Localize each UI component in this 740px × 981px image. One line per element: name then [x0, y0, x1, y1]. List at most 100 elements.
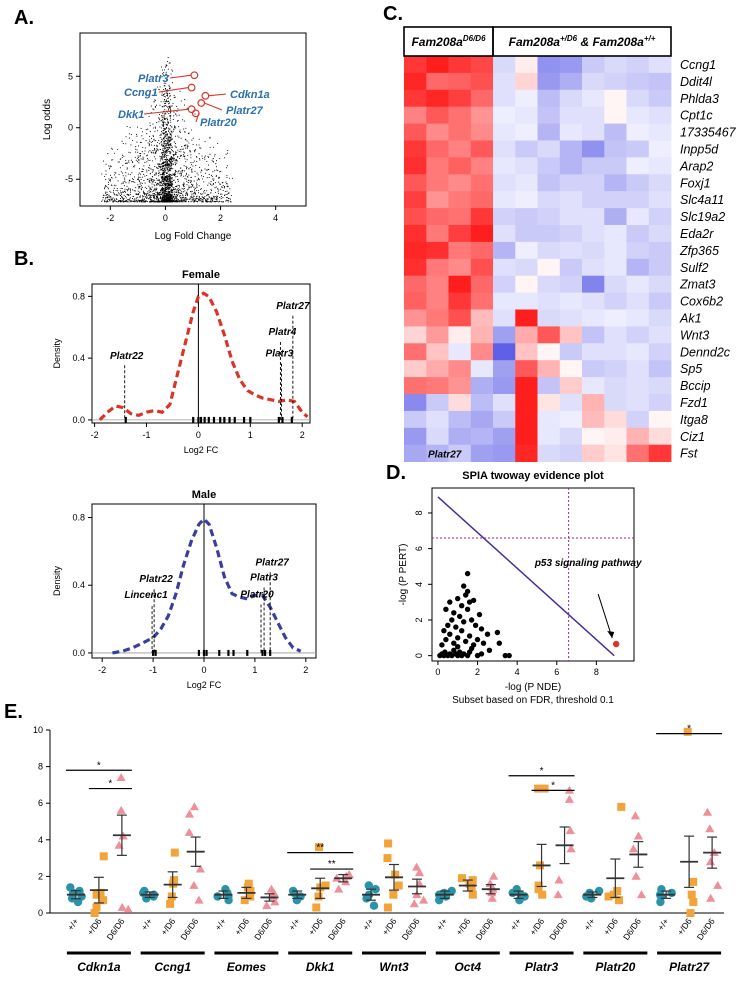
gene-label: Ccng1 — [154, 960, 191, 974]
gene-point — [159, 126, 161, 128]
gene-point — [125, 136, 127, 138]
gene-label: Cdkn1a — [77, 960, 121, 974]
gene-point — [201, 198, 203, 200]
gene-point — [149, 195, 151, 197]
gene-point — [170, 157, 172, 159]
heatmap-cell — [626, 174, 650, 192]
gene-point — [191, 168, 193, 170]
gene-point — [164, 175, 166, 178]
gene-point — [142, 168, 144, 171]
highlighted-pathway-label-text: p53 signaling pathway — [534, 558, 642, 569]
gene-point — [115, 201, 117, 203]
gene-label: Oct4 — [454, 960, 481, 974]
gene-point — [162, 169, 164, 172]
group-label: +/+ — [213, 916, 228, 932]
gene-point — [193, 186, 195, 188]
gene-point — [165, 130, 168, 133]
gene-point — [118, 173, 120, 175]
gene-point — [163, 94, 165, 96]
heatmap-cell — [582, 343, 605, 361]
gene-point — [203, 181, 205, 183]
y-tick-label: 6 — [38, 798, 43, 808]
heatmap-cell — [604, 360, 627, 378]
gene-point — [169, 112, 172, 114]
data-point — [683, 727, 692, 736]
gene-point — [165, 137, 167, 139]
gene-point — [123, 190, 125, 192]
pathway-point — [486, 647, 493, 653]
gene-point — [154, 130, 156, 132]
heatmap-cell — [537, 225, 561, 243]
heatmap-cell — [648, 275, 672, 293]
pathway-point — [459, 628, 465, 634]
gene-point — [159, 143, 161, 145]
gene-point — [182, 191, 185, 193]
group-label-gene: & Fam208a — [577, 35, 644, 49]
data-point — [458, 874, 466, 883]
gene-point — [168, 106, 171, 108]
gene-point — [117, 194, 119, 196]
gene-point — [208, 168, 210, 170]
heatmap-cell — [559, 174, 583, 192]
gene-point — [133, 200, 135, 202]
gene-point — [161, 92, 163, 94]
data-point — [90, 909, 99, 917]
x-tick-label: 4 — [273, 213, 278, 223]
gene-point — [164, 145, 167, 147]
data-point — [262, 901, 272, 910]
gene-point — [179, 90, 181, 92]
gene-point — [199, 193, 202, 195]
heatmap-cell — [470, 394, 494, 412]
heatmap-cell — [559, 275, 583, 293]
gene-point — [177, 155, 179, 158]
heatmap-cell — [448, 394, 472, 412]
y-tick-label: 0.0 — [72, 415, 85, 425]
gene-point — [168, 165, 170, 167]
gene-point — [172, 151, 175, 153]
gene-point — [152, 127, 154, 129]
gene-point — [168, 201, 170, 203]
data-point — [613, 887, 622, 895]
gene-point — [216, 197, 218, 199]
gene-point — [154, 152, 156, 154]
gene-point — [163, 130, 165, 132]
gene-point — [136, 178, 139, 181]
gene-point — [165, 163, 167, 165]
data-point — [705, 857, 716, 866]
gene-point — [109, 179, 112, 181]
gene-point — [128, 137, 130, 139]
gene-point — [219, 193, 221, 195]
data-point — [636, 890, 647, 899]
heatmap-cell — [493, 444, 516, 462]
highlighted-gene-marker — [190, 71, 199, 80]
highlighted-gene-leader — [208, 93, 227, 97]
gene-point — [198, 196, 200, 198]
gene-point — [125, 159, 127, 162]
gene-point — [186, 199, 188, 201]
heatmap-cell — [404, 225, 427, 243]
gene-point — [209, 136, 211, 138]
heatmap-row-label: Fzd1 — [680, 396, 708, 410]
group-label: +/+ — [508, 916, 523, 932]
gene-point — [151, 199, 153, 201]
gene-point — [139, 183, 141, 185]
gene-point — [177, 187, 179, 190]
gene-point — [141, 185, 143, 187]
pathway-point — [464, 606, 471, 612]
group-label: +/D6 — [159, 916, 178, 937]
gene-point — [202, 198, 204, 200]
gene-point — [193, 149, 195, 152]
gene-point — [202, 157, 204, 160]
panel-letter-d: D. — [386, 462, 406, 484]
heatmap-cell — [426, 225, 449, 243]
gene-point — [142, 158, 144, 161]
gene-point — [189, 166, 191, 168]
gene-point — [159, 183, 161, 185]
gene-point — [182, 154, 185, 156]
gene-point — [225, 153, 227, 155]
heatmap-cell — [604, 157, 627, 175]
gene-point — [188, 187, 190, 189]
gene-point — [129, 174, 131, 176]
gene-point — [138, 193, 140, 195]
gene-point — [168, 141, 170, 143]
